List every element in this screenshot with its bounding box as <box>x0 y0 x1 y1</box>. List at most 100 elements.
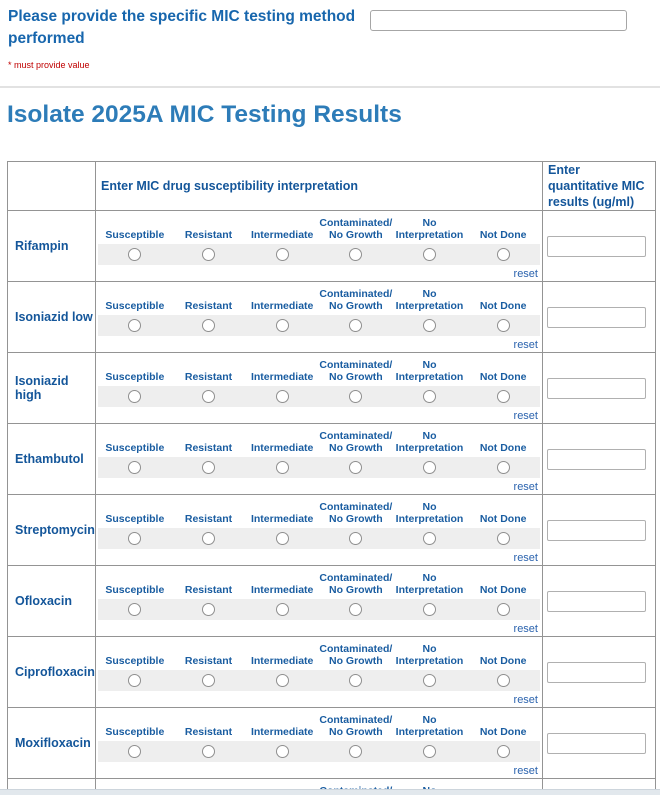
drug-name: Ethambutol <box>7 423 96 495</box>
reset-link[interactable]: reset <box>513 268 538 280</box>
radio-option[interactable] <box>422 390 436 403</box>
option-label: No Interpretation <box>395 501 464 525</box>
radio-option[interactable] <box>128 248 142 261</box>
radio-option[interactable] <box>201 319 215 332</box>
radio-option[interactable] <box>128 603 142 616</box>
question-section: Please provide the specific MIC testing … <box>0 0 660 88</box>
radio-option[interactable] <box>496 248 510 261</box>
option-label: No Interpretation <box>395 572 464 596</box>
mic-result-input[interactable] <box>547 590 646 612</box>
radio-option[interactable] <box>422 248 436 261</box>
option-label: Intermediate <box>250 726 314 738</box>
radio-option[interactable] <box>349 674 363 687</box>
radio-option[interactable] <box>275 390 289 403</box>
radio-option[interactable] <box>128 674 142 687</box>
option-label: Contaminated/ No Growth <box>319 643 393 667</box>
radio-option[interactable] <box>422 674 436 687</box>
radio-option[interactable] <box>496 532 510 545</box>
radio-option[interactable] <box>496 745 510 758</box>
header-empty-cell <box>7 161 96 211</box>
radio-option[interactable] <box>201 461 215 474</box>
horizontal-scrollbar[interactable] <box>0 789 660 795</box>
interpretation-cell: Susceptible Resistant Intermediate Contamin… <box>95 281 543 353</box>
radio-option[interactable] <box>275 745 289 758</box>
mic-result-input[interactable] <box>547 235 646 257</box>
radio-option[interactable] <box>349 390 363 403</box>
option-label: Contaminated/ No Growth <box>319 501 393 525</box>
reset-link[interactable]: reset <box>513 481 538 493</box>
quantitative-cell <box>542 636 656 708</box>
radio-option[interactable] <box>275 603 289 616</box>
radio-option[interactable] <box>496 461 510 474</box>
radio-option[interactable] <box>496 319 510 332</box>
radio-option[interactable] <box>349 461 363 474</box>
radio-option[interactable] <box>201 674 215 687</box>
radio-option[interactable] <box>275 674 289 687</box>
radio-option[interactable] <box>275 319 289 332</box>
radio-option[interactable] <box>349 603 363 616</box>
radio-option[interactable] <box>422 603 436 616</box>
radio-option[interactable] <box>201 745 215 758</box>
table-row: Streptomycin Susceptible Resistant Interme… <box>7 494 656 566</box>
table-row: Isoniazid high Susceptible Resistant Inter… <box>7 352 656 424</box>
option-label: Not Done <box>479 584 527 596</box>
mic-results-table: Enter MIC drug susceptibility interpreta… <box>7 161 656 795</box>
reset-link[interactable]: reset <box>513 339 538 351</box>
radio-option[interactable] <box>349 319 363 332</box>
radio-option[interactable] <box>275 461 289 474</box>
reset-link[interactable]: reset <box>513 694 538 706</box>
radio-option[interactable] <box>422 532 436 545</box>
radio-option[interactable] <box>128 461 142 474</box>
radio-option[interactable] <box>128 532 142 545</box>
option-label: Susceptible <box>105 300 165 312</box>
radio-option[interactable] <box>201 390 215 403</box>
option-label: Susceptible <box>105 371 165 383</box>
drug-name: Streptomycin <box>7 494 96 566</box>
radio-option[interactable] <box>349 745 363 758</box>
drug-name: Rifampin <box>7 210 96 282</box>
radio-option[interactable] <box>128 745 142 758</box>
radio-option[interactable] <box>201 248 215 261</box>
radio-group <box>98 386 540 407</box>
radio-option[interactable] <box>128 390 142 403</box>
radio-option[interactable] <box>422 319 436 332</box>
quantitative-cell <box>542 494 656 566</box>
radio-option[interactable] <box>496 390 510 403</box>
radio-option[interactable] <box>201 603 215 616</box>
option-labels: Susceptible Resistant Intermediate Contamin… <box>98 357 540 383</box>
radio-option[interactable] <box>275 248 289 261</box>
option-labels: Susceptible Resistant Intermediate Contamin… <box>98 570 540 596</box>
mic-result-input[interactable] <box>547 519 646 541</box>
option-label: Not Done <box>479 300 527 312</box>
reset-link[interactable]: reset <box>513 623 538 635</box>
quantitative-cell <box>542 281 656 353</box>
radio-option[interactable] <box>275 532 289 545</box>
mic-result-input[interactable] <box>547 661 646 683</box>
radio-option[interactable] <box>496 603 510 616</box>
radio-option[interactable] <box>496 674 510 687</box>
reset-link[interactable]: reset <box>513 552 538 564</box>
mic-result-input[interactable] <box>547 306 646 328</box>
option-label: Susceptible <box>105 513 165 525</box>
reset-link[interactable]: reset <box>513 765 538 777</box>
radio-group <box>98 670 540 691</box>
option-label: Intermediate <box>250 229 314 241</box>
radio-option[interactable] <box>422 745 436 758</box>
reset-link[interactable]: reset <box>513 410 538 422</box>
mic-result-input[interactable] <box>547 377 646 399</box>
table-row: Rifampin Susceptible Resistant Intermediat… <box>7 210 656 282</box>
radio-option[interactable] <box>201 532 215 545</box>
radio-option[interactable] <box>349 248 363 261</box>
mic-result-input[interactable] <box>547 732 646 754</box>
radio-option[interactable] <box>422 461 436 474</box>
table-row: Ciprofloxacin Susceptible Resistant Interm… <box>7 636 656 708</box>
option-label: Intermediate <box>250 371 314 383</box>
option-label: No Interpretation <box>395 359 464 383</box>
option-label: Not Done <box>479 371 527 383</box>
radio-option[interactable] <box>349 532 363 545</box>
option-label: Resistant <box>184 229 233 241</box>
mic-result-input[interactable] <box>547 448 646 470</box>
quantitative-cell <box>542 423 656 495</box>
mic-method-input[interactable] <box>370 10 627 31</box>
radio-option[interactable] <box>128 319 142 332</box>
